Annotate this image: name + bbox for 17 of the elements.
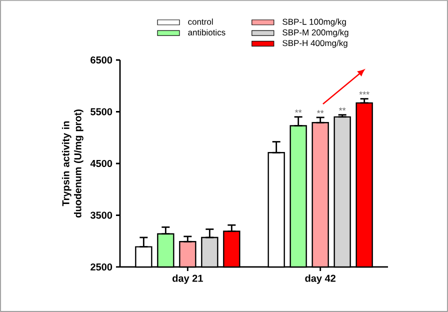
- legend-label: SBP-M 200mg/kg: [282, 29, 348, 38]
- data-label: **: [294, 110, 302, 113]
- y-tick-label: 3500: [90, 212, 112, 219]
- data-label: **: [316, 110, 324, 114]
- legend-label: SBP-L 100mg/kg: [282, 18, 346, 26]
- legend-label: SBP-H 400mg/kg: [282, 40, 348, 48]
- y-tick-label: 2500: [90, 263, 112, 271]
- y-tick-label: 4500: [90, 160, 112, 168]
- y-axis-title: Trypsin activity in duodenum (U/mg prot): [62, 110, 84, 218]
- y-tick-label: 6500: [90, 56, 112, 64]
- legend-label: control: [188, 18, 213, 25]
- y-tick-label: 5500: [90, 108, 112, 116]
- data-label: **: [338, 107, 346, 111]
- x-tick-label: day 21: [172, 274, 203, 284]
- x-tick-label: day 42: [305, 274, 336, 284]
- data-label: ***: [359, 91, 370, 95]
- legend-label: antibiotics: [188, 29, 226, 36]
